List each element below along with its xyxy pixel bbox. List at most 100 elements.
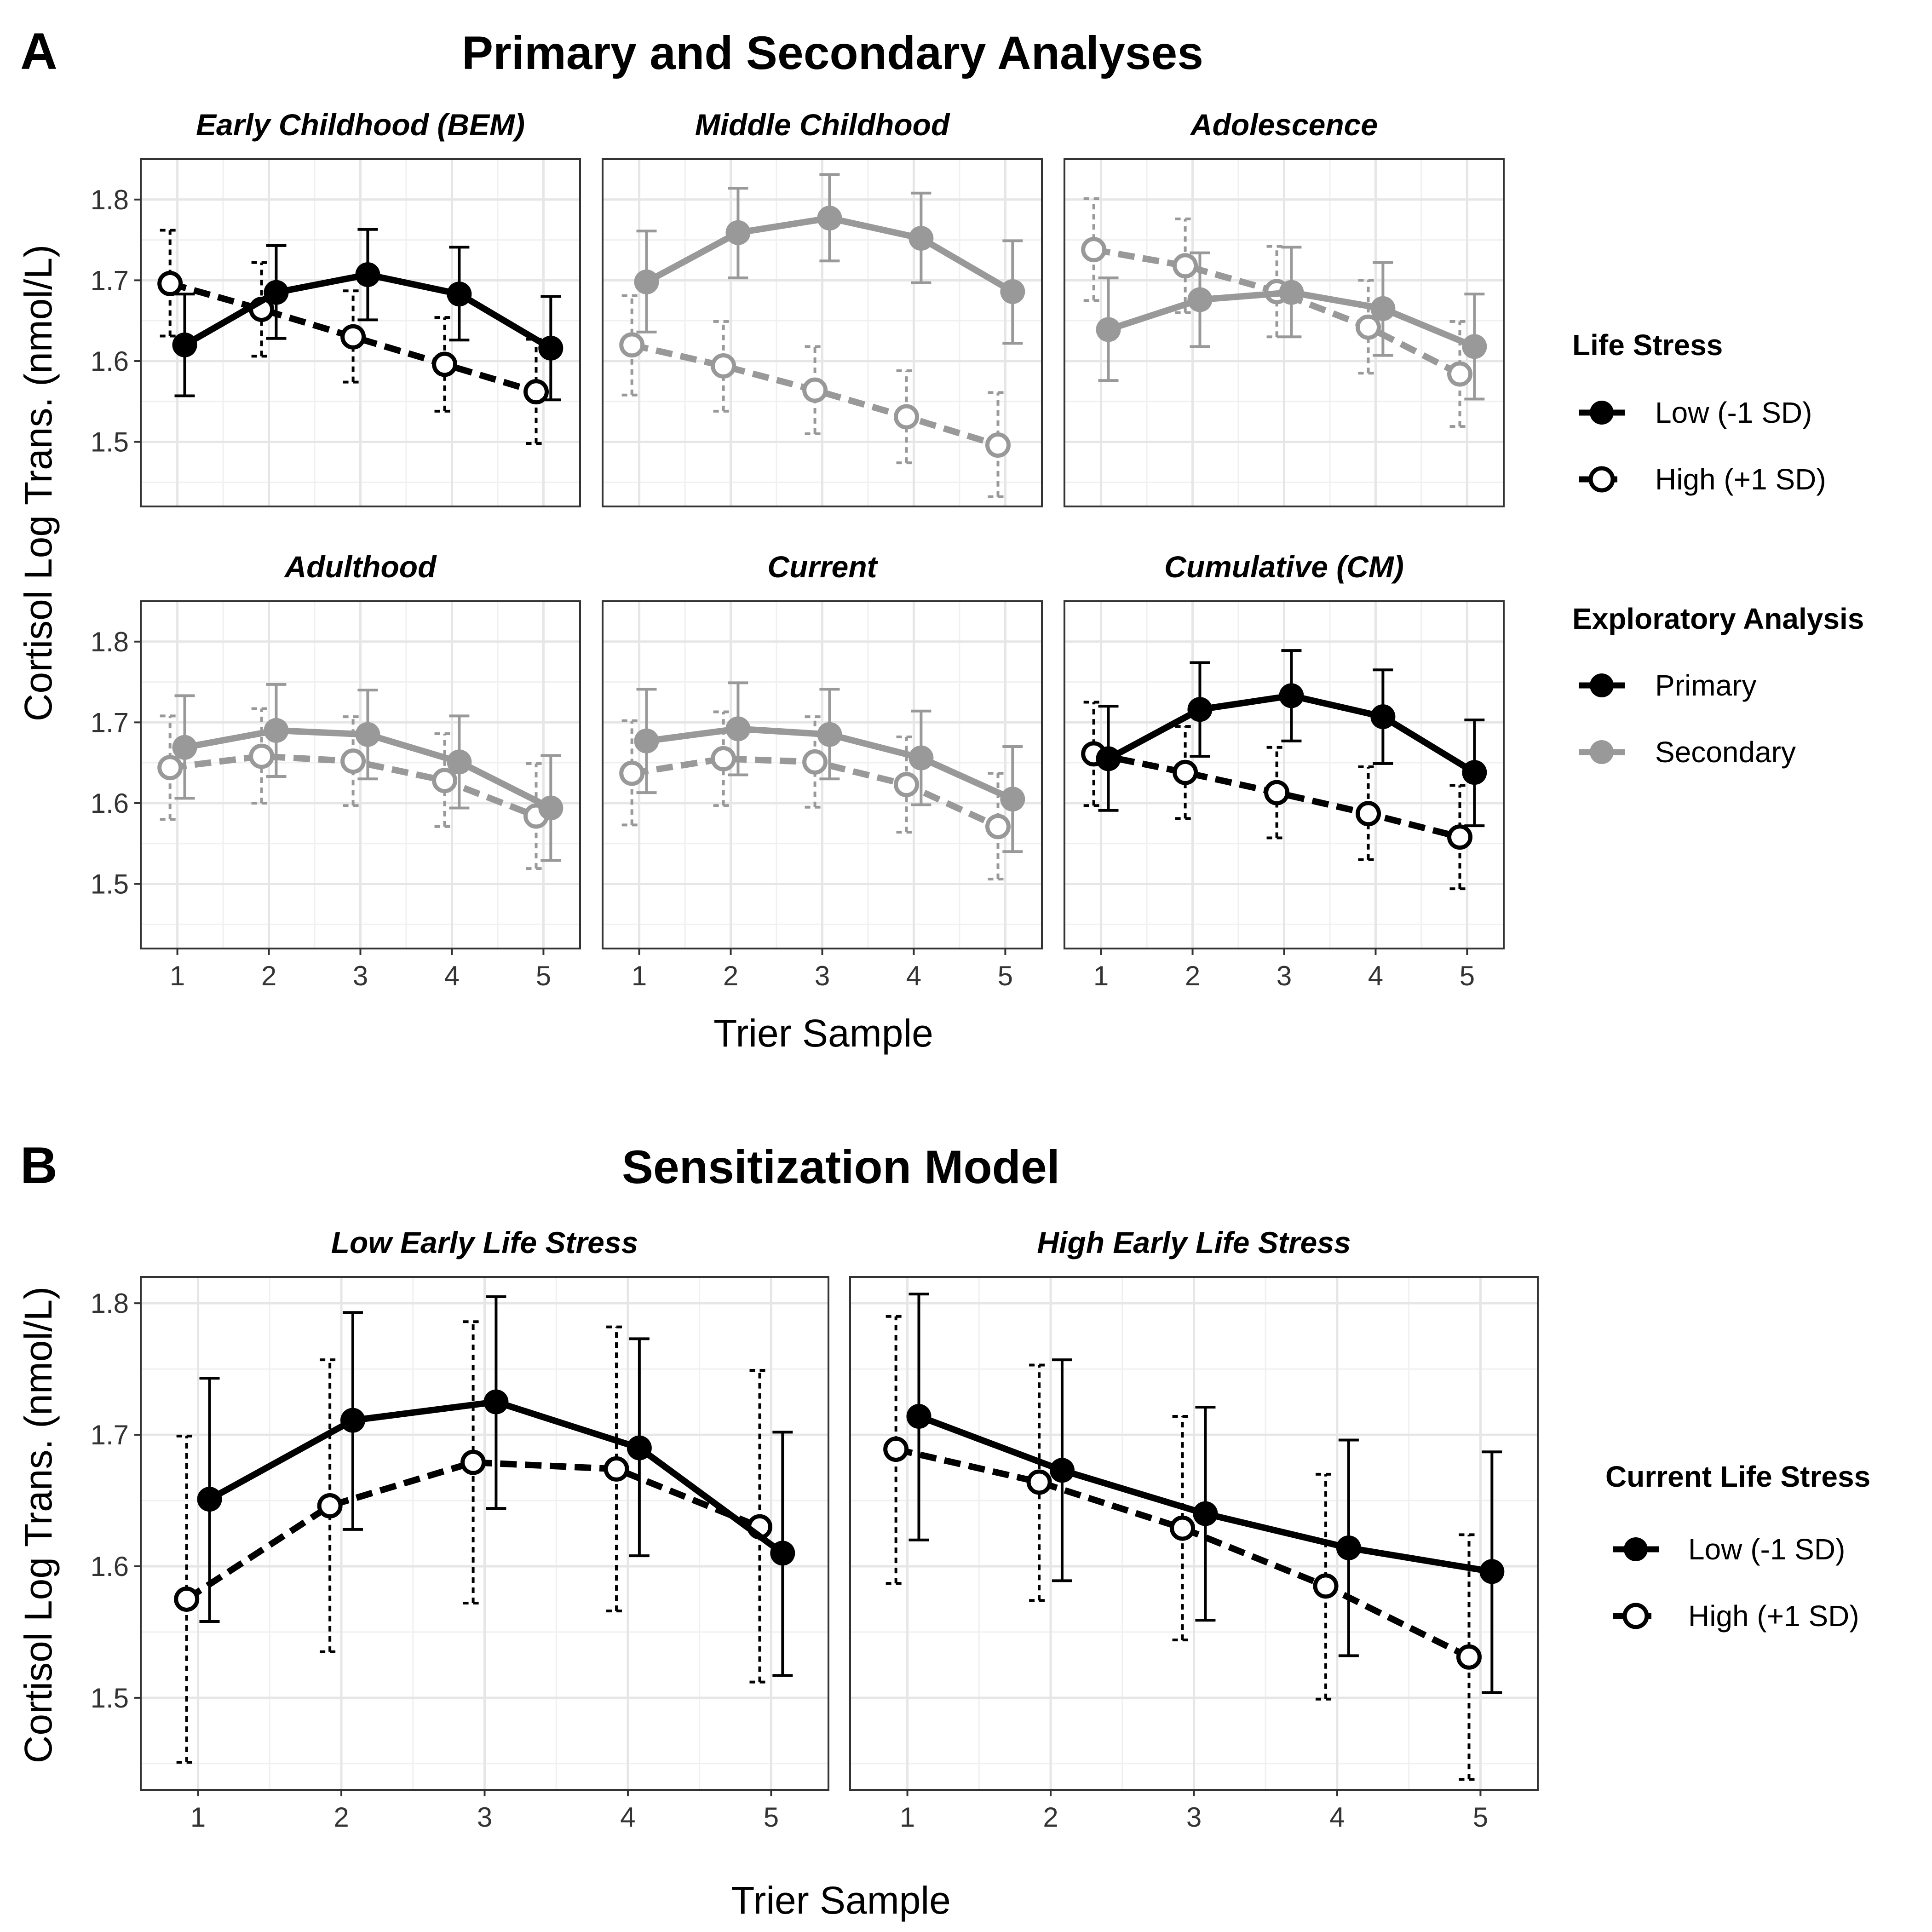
x-tick-label: 2 — [1185, 960, 1200, 991]
data-point-low-stress — [1096, 317, 1121, 342]
data-point-high-stress — [604, 1456, 629, 1482]
data-point-low-stress — [483, 1389, 509, 1414]
data-point-low-stress — [1279, 683, 1304, 708]
legend-current-stress-title: Current Life Stress — [1605, 1460, 1870, 1493]
y-tick-label: 1.8 — [91, 627, 129, 657]
x-tick-label: 3 — [815, 960, 830, 991]
x-tick-label: 4 — [1329, 1802, 1345, 1833]
facet-strip-title: Adolescence — [1190, 108, 1378, 142]
data-point-high-stress — [174, 1586, 200, 1612]
data-point-high-stress — [1356, 801, 1381, 827]
x-tick-label: 3 — [1276, 960, 1292, 991]
series-low-stress — [906, 1293, 1505, 1694]
panel-b-facet-2: High Early Life Stress 1 2 3 4 5 — [849, 1225, 1539, 1833]
y-tick-label: 1.5 — [91, 869, 129, 900]
x-tick-label: 4 — [620, 1802, 635, 1833]
data-point-high-stress — [157, 270, 183, 296]
facet-strip-title: High Early Life Stress — [1037, 1225, 1351, 1259]
x-tick-label: 2 — [723, 960, 738, 991]
data-point-low-stress — [538, 795, 564, 821]
data-point-high-stress — [157, 755, 183, 781]
x-tick-label: 4 — [444, 960, 460, 991]
legend-high-marker-key — [1588, 466, 1615, 493]
data-point-high-stress — [802, 749, 828, 775]
legend-current-stress-high: High (+1 SD) — [1688, 1599, 1859, 1633]
x-tick-label: 2 — [1043, 1802, 1058, 1833]
legend-exploratory-analysis: Exploratory Analysis Primary Secondary — [1572, 602, 1864, 769]
legend-analysis-primary: Primary — [1655, 669, 1756, 702]
panel-b-label: B — [20, 1137, 58, 1194]
legend-secondary-marker-key — [1590, 740, 1614, 764]
legend-current-life-stress: Current Life Stress Low (-1 SD) High (+1… — [1605, 1460, 1870, 1633]
series-high-stress — [619, 710, 1011, 880]
y-tick-label: 1.5 — [91, 1683, 129, 1714]
data-point-low-stress — [1187, 697, 1213, 722]
y-tick-label: 1.7 — [91, 265, 129, 296]
data-point-low-stress — [627, 1435, 652, 1460]
series-high-stress — [619, 294, 1011, 498]
facet-strip-title: Middle Childhood — [695, 108, 950, 142]
data-point-low-stress — [264, 718, 289, 743]
series-line-high-stress — [895, 1446, 1471, 1660]
x-tick-label: 3 — [1186, 1802, 1202, 1833]
data-point-low-stress — [817, 206, 842, 231]
data-point-high-stress — [432, 768, 458, 794]
x-tick-label: 1 — [632, 960, 647, 991]
data-point-high-stress — [1026, 1469, 1052, 1495]
data-point-low-stress — [725, 716, 751, 742]
data-point-low-stress — [340, 1408, 365, 1433]
legend-primary-marker-key — [1590, 673, 1614, 697]
x-tick-label: 2 — [334, 1802, 349, 1833]
x-tick-label: 5 — [998, 960, 1013, 991]
series-high-stress — [157, 229, 549, 445]
y-tick-label: 1.5 — [91, 427, 129, 458]
data-point-low-stress — [264, 280, 289, 305]
series-line-high-stress — [169, 280, 537, 395]
legend-analysis-secondary: Secondary — [1655, 736, 1796, 769]
data-point-high-stress — [340, 748, 366, 774]
legend-life-stress: Life Stress Low (-1 SD) High (+1 SD) — [1572, 328, 1826, 496]
x-tick-label: 1 — [900, 1802, 915, 1833]
panel-a-y-axis-title: Cortisol Log Trans. (nmol/L) — [17, 245, 60, 721]
plot-border — [602, 158, 1043, 507]
x-tick-label: 2 — [261, 960, 276, 991]
legend-analysis-title: Exploratory Analysis — [1572, 602, 1864, 635]
panel-a-label: A — [20, 23, 58, 80]
data-point-low-stress — [1479, 1559, 1505, 1584]
panel-a-facet-2: Middle Childhood — [602, 108, 1043, 507]
series-line-high-stress — [184, 1459, 761, 1602]
data-point-high-stress — [432, 351, 458, 377]
y-tick-label: 1.8 — [91, 1288, 129, 1319]
legend-b-high-marker-key — [1622, 1603, 1649, 1629]
legend-low-marker-key — [1590, 401, 1614, 425]
panel-b-y-axis-title: Cortisol Log Trans. (nmol/L) — [17, 1287, 60, 1763]
panel-a-x-axis-title: Trier Sample — [713, 1012, 933, 1055]
legend-life-stress-low: Low (-1 SD) — [1655, 396, 1812, 429]
series-low-stress — [1096, 649, 1487, 828]
panel-a-facet-6: Cumulative (CM) 1 2 3 4 5 — [1064, 550, 1505, 991]
data-point-high-stress — [802, 377, 828, 403]
data-point-low-stress — [538, 335, 564, 361]
x-tick-label: 1 — [1093, 960, 1109, 991]
data-point-low-stress — [1462, 760, 1487, 785]
legend-life-stress-high: High (+1 SD) — [1655, 463, 1826, 496]
y-tick-label: 1.7 — [91, 707, 129, 738]
facet-strip-title: Adulthood — [284, 550, 437, 584]
y-tick-label: 1.6 — [91, 788, 129, 819]
x-tick-label: 5 — [1473, 1802, 1488, 1833]
data-point-high-stress — [1081, 237, 1107, 263]
data-point-high-stress — [249, 743, 275, 769]
data-point-low-stress — [1000, 787, 1025, 812]
data-point-low-stress — [355, 722, 380, 747]
data-point-high-stress — [1170, 1515, 1196, 1541]
data-point-low-stress — [908, 226, 934, 251]
series-high-stress — [883, 1315, 1482, 1781]
data-point-high-stress — [1173, 759, 1198, 785]
data-point-high-stress — [317, 1493, 343, 1518]
panel-a-facet-4: Adulthood 1.5 1.6 1.7 1.8 1 2 3 4 5 — [91, 550, 581, 991]
data-point-high-stress — [1264, 780, 1290, 805]
series-low-stress — [197, 1295, 795, 1677]
panel-b-facet-1: Low Early Life Stress 1.5 1.6 1.7 1.8 1 2 3 4 5 — [91, 1225, 829, 1833]
data-point-low-stress — [1336, 1535, 1361, 1560]
